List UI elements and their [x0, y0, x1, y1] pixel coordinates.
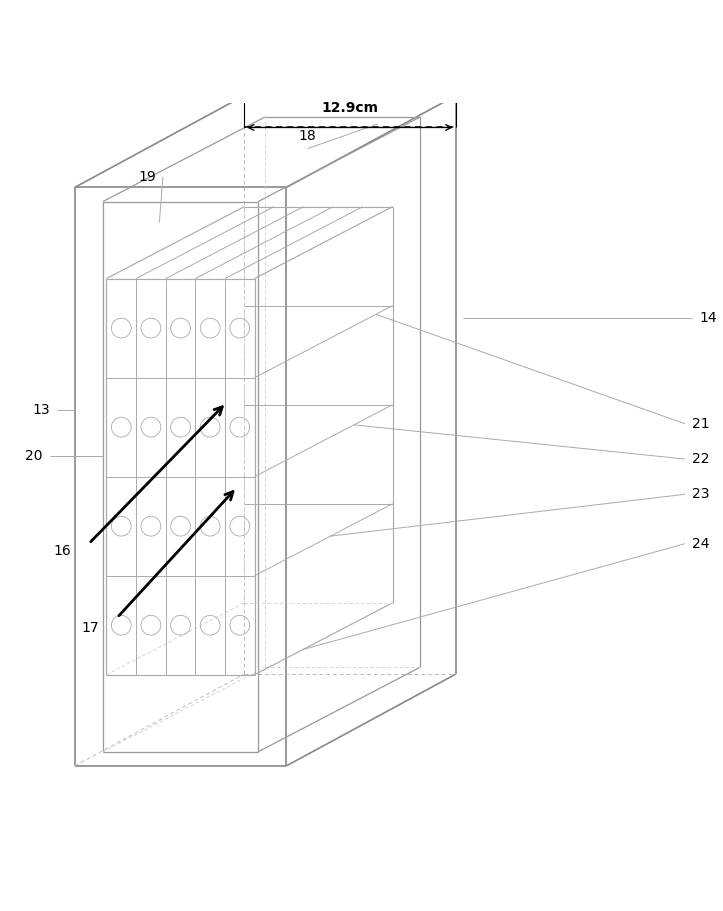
- Text: 21: 21: [692, 416, 709, 431]
- Text: 20: 20: [25, 448, 43, 463]
- Text: 17: 17: [82, 621, 99, 635]
- Text: 24: 24: [692, 537, 709, 550]
- Text: 18: 18: [299, 129, 317, 143]
- Text: 22: 22: [692, 452, 709, 466]
- Text: 16: 16: [54, 544, 71, 558]
- Text: 23: 23: [692, 487, 709, 501]
- Text: 14: 14: [699, 311, 716, 325]
- Text: 13: 13: [33, 403, 50, 416]
- Text: 12.9cm: 12.9cm: [321, 101, 378, 115]
- Text: 19: 19: [138, 169, 156, 184]
